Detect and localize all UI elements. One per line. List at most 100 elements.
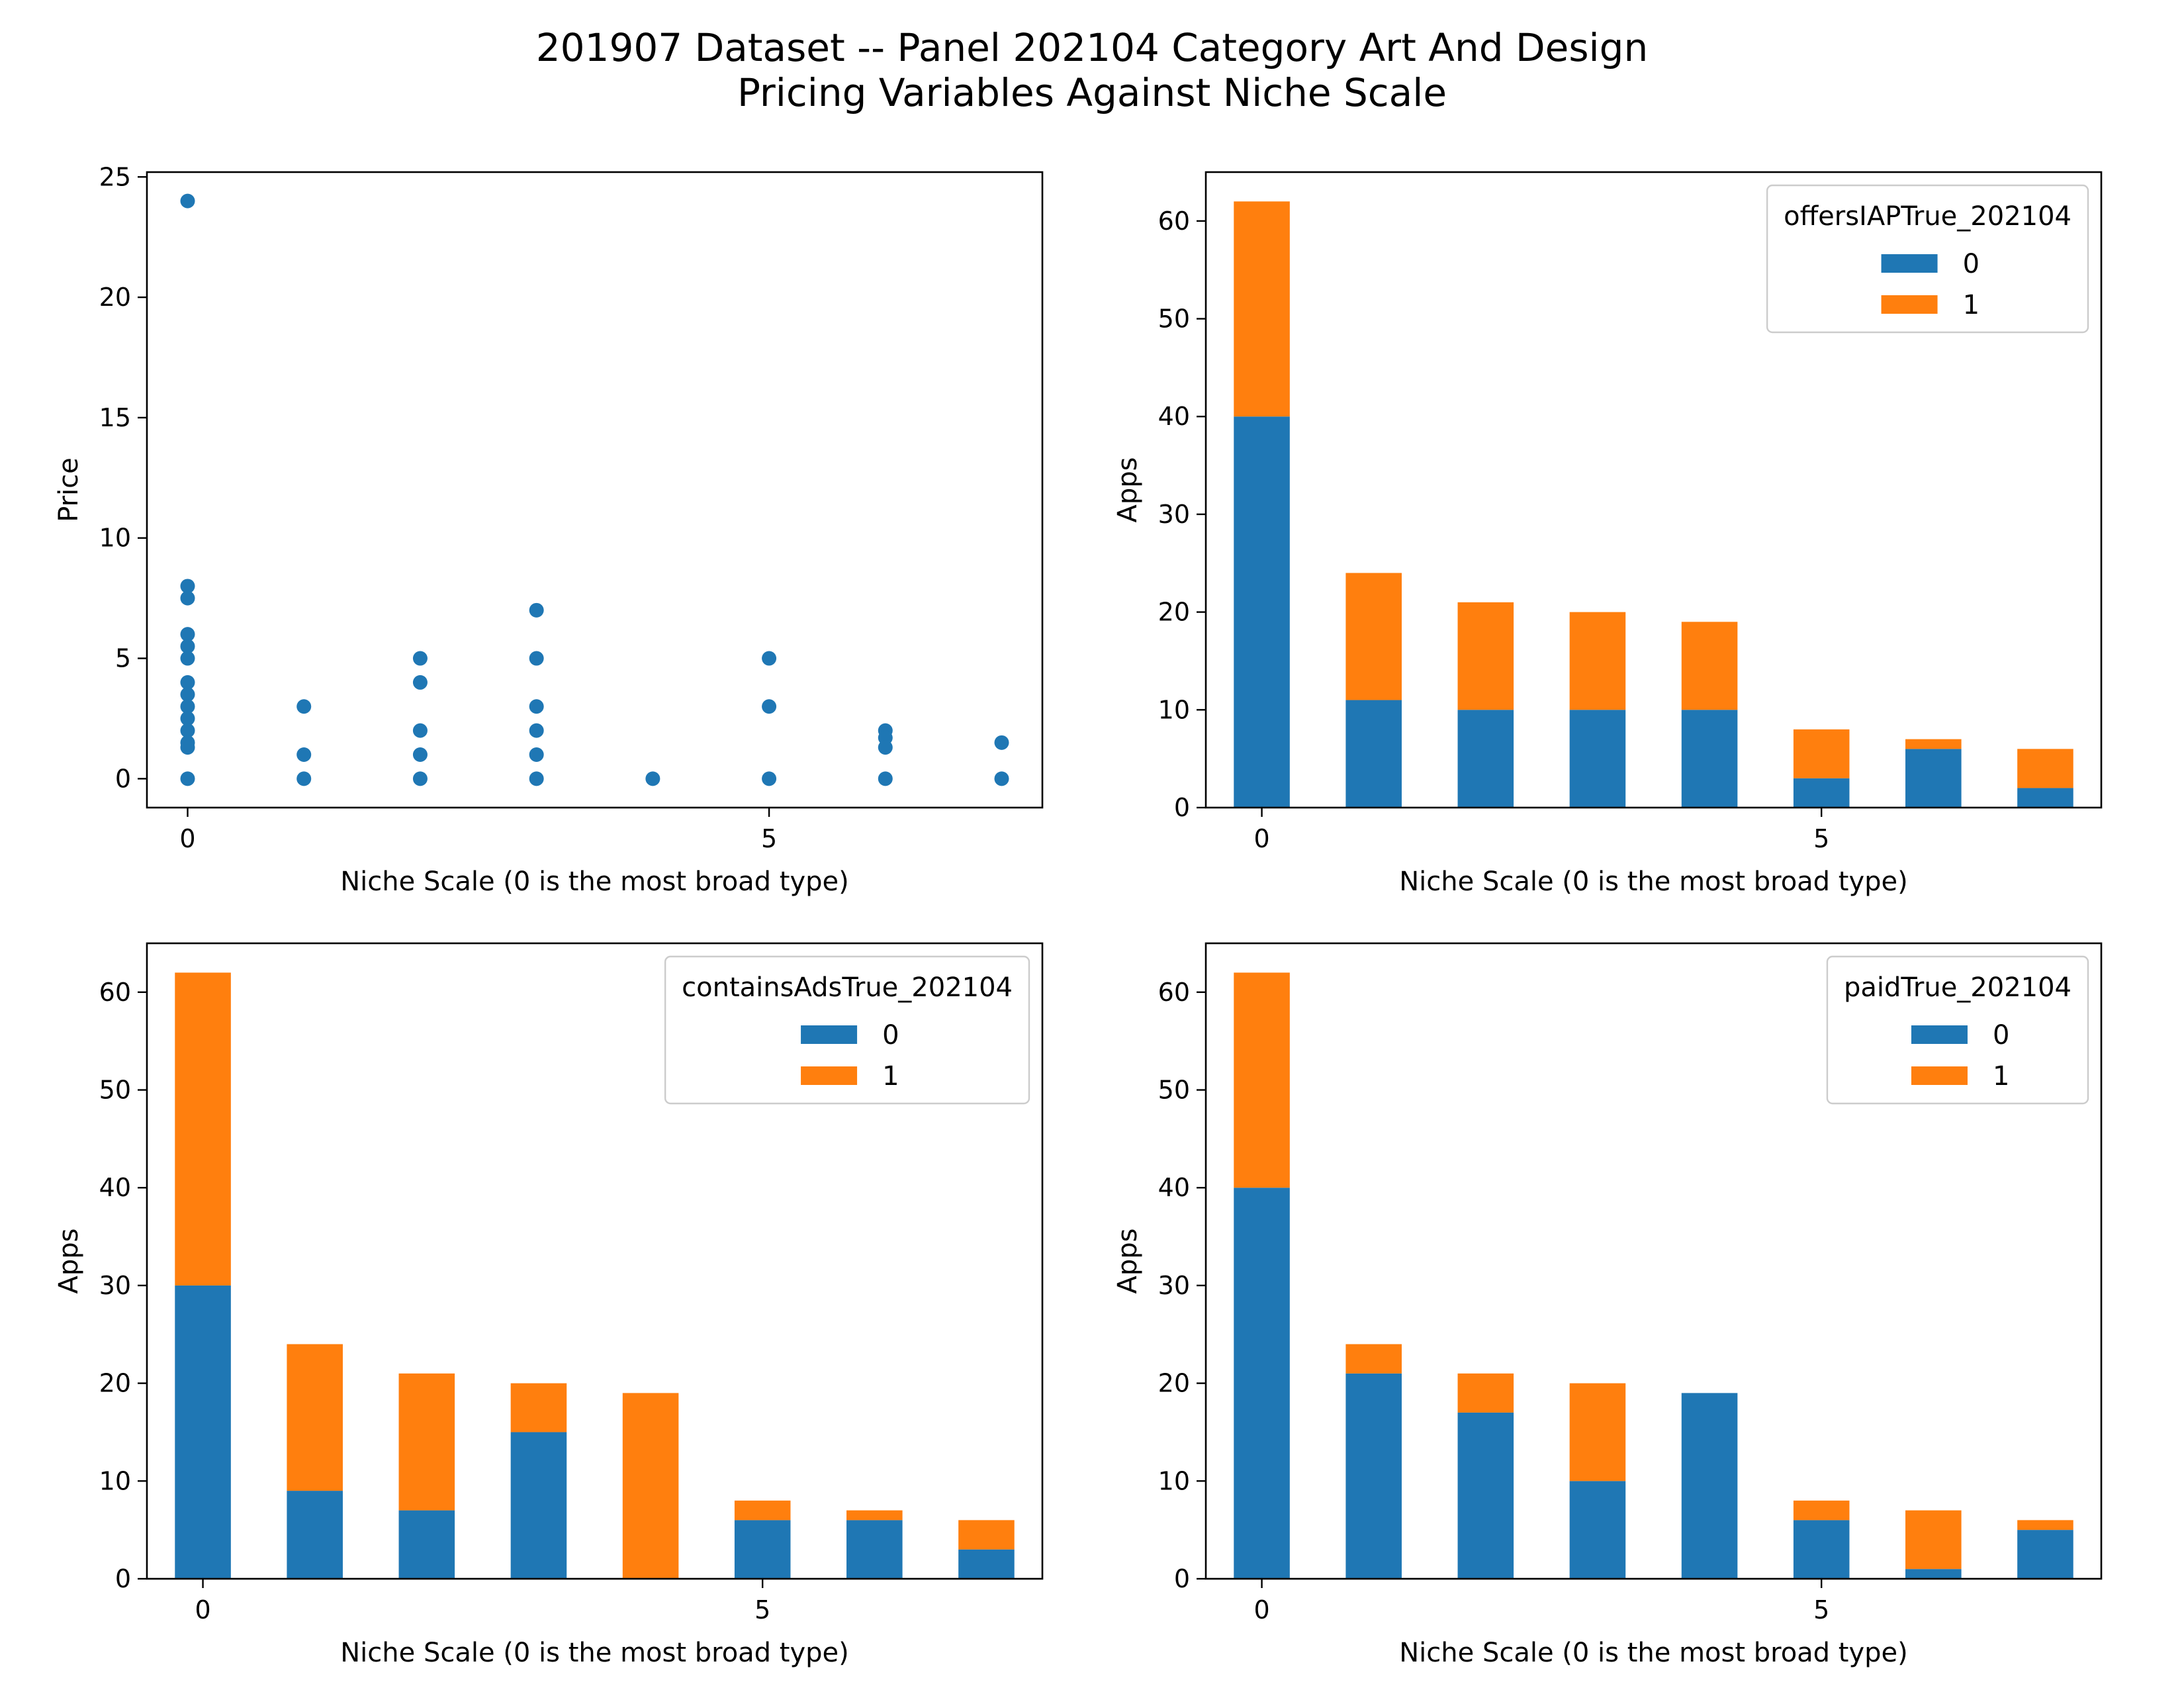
bar-series-0: [1681, 710, 1738, 808]
scatter-point: [180, 579, 195, 594]
bar-series-1: [1569, 1383, 1626, 1481]
bar-series-1: [1234, 201, 1290, 417]
bar-series-0: [287, 1491, 343, 1579]
x-axis-label: Niche Scale (0 is the most broad type): [1399, 867, 1908, 897]
bar-series-1: [2017, 749, 2073, 788]
x-tick-label: 5: [761, 824, 777, 853]
y-tick-label: 50: [1158, 1076, 1190, 1105]
axes-frame: [1205, 942, 2103, 1580]
scatter-point: [412, 723, 428, 738]
scatter-point: [529, 602, 544, 618]
bar-series-0: [1569, 1481, 1626, 1579]
y-tick-label: 40: [1158, 1173, 1190, 1202]
scatter-point: [529, 771, 544, 786]
bar-series-1: [398, 1373, 455, 1511]
x-tick-label: 0: [1253, 824, 1269, 853]
x-axis-label: Niche Scale (0 is the most broad type): [340, 867, 849, 897]
bar-series-0: [1234, 1188, 1290, 1579]
x-axis-label: Niche Scale (0 is the most broad type): [340, 1638, 849, 1668]
axes-frame: [146, 942, 1044, 1580]
y-tick-label: 30: [1158, 1271, 1190, 1300]
scatter-point: [994, 735, 1009, 750]
scatter-point: [180, 711, 195, 726]
legend-label-0: 0: [1993, 1020, 2009, 1051]
legend: containsAdsTrue_202104 0 1: [664, 955, 1030, 1105]
y-tick-label: 40: [99, 1173, 131, 1202]
x-tick-label: 5: [754, 1595, 770, 1624]
bar-series-0: [1457, 1412, 1514, 1579]
y-tick-label: 10: [1158, 1466, 1190, 1495]
bar-series-1: [2017, 1520, 2073, 1530]
bar-series-0: [734, 1520, 791, 1579]
subplot-1: 0 5 0 5 10 15 20 25 Niche Scale (0 is the most b…: [54, 162, 1044, 897]
y-axis-label: Apps: [1113, 1229, 1143, 1294]
x-axis-label: Niche Scale (0 is the most broad type): [1399, 1638, 1908, 1668]
y-tick-label: 0: [115, 764, 131, 793]
scatter-point: [762, 771, 777, 786]
bar-series-0: [958, 1549, 1015, 1579]
y-tick-label: 10: [99, 1466, 131, 1495]
y-tick-label: 50: [99, 1076, 131, 1105]
scatter-point: [180, 771, 195, 786]
axes-frame: [146, 171, 1044, 809]
bar-series-1: [1345, 1344, 1402, 1374]
legend-label-0: 0: [882, 1020, 899, 1051]
y-tick-label: 0: [1174, 793, 1190, 822]
bar-series-1: [1793, 1500, 1850, 1521]
bar-series-0: [510, 1432, 567, 1579]
scatter-point: [296, 747, 312, 762]
bar-series-0: [1234, 416, 1290, 808]
scatter-point: [878, 740, 893, 755]
x-tick-label: 0: [1253, 1595, 1269, 1624]
scatter-point: [762, 651, 777, 666]
scatter-point: [529, 723, 544, 738]
bar-series-1: [287, 1344, 343, 1491]
legend-swatch-1: [801, 1066, 858, 1085]
y-tick-label: 60: [99, 978, 131, 1007]
y-tick-label: 20: [99, 283, 131, 312]
scatter-point: [878, 771, 893, 786]
bar-series-0: [1681, 1393, 1738, 1579]
legend: paidTrue_202104 0 1: [1826, 955, 2089, 1105]
x-tick-label: 5: [1813, 1595, 1829, 1624]
x-tick-label: 0: [179, 824, 195, 853]
y-tick-label: 40: [1158, 402, 1190, 431]
scatter-point: [645, 771, 660, 786]
bar-series-0: [2017, 788, 2073, 808]
bar-series-1: [622, 1393, 679, 1579]
y-tick-label: 10: [1158, 695, 1190, 724]
bar-series-0: [1905, 749, 1962, 808]
legend-swatch-0: [1881, 254, 1938, 273]
bar-series-0: [1457, 710, 1514, 808]
y-tick-label: 50: [1158, 305, 1190, 334]
y-tick-label: 30: [99, 1271, 131, 1300]
scatter-point: [296, 699, 312, 714]
scatter-point: [412, 771, 428, 786]
legend-swatch-1: [1881, 295, 1938, 314]
scatter-point: [412, 747, 428, 762]
bar-series-0: [1905, 1569, 1962, 1579]
scatter-point: [412, 675, 428, 690]
scatter-point: [994, 771, 1009, 786]
axes-frame: [1205, 171, 2103, 809]
scatter-point: [412, 651, 428, 666]
y-tick-label: 15: [99, 403, 131, 432]
legend: offersIAPTrue_202104 0 1: [1766, 184, 2089, 334]
bar-series-1: [846, 1510, 903, 1521]
bar-series-0: [1793, 778, 1850, 808]
bar-series-1: [1905, 739, 1962, 749]
y-tick-label: 60: [1158, 207, 1190, 236]
bar-series-1: [734, 1500, 791, 1521]
scatter-point: [180, 193, 195, 209]
scatter-point: [180, 723, 195, 738]
y-tick-label: 20: [1158, 1369, 1190, 1398]
legend-swatch-0: [1911, 1025, 1968, 1044]
bar-series-0: [2017, 1530, 2073, 1579]
bar-series-1: [175, 972, 231, 1286]
legend-label-0: 0: [1963, 249, 1979, 279]
bar-series-0: [398, 1510, 455, 1579]
